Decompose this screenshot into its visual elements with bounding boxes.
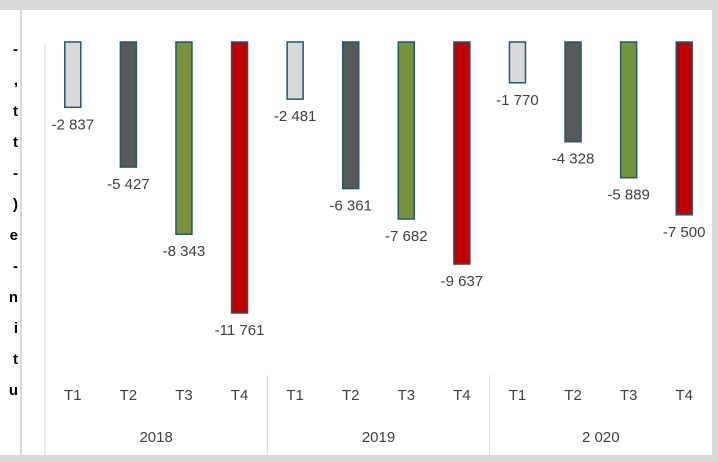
margin-fragment: e [10,227,18,244]
bar [453,41,471,265]
data-label: -5 427 [107,176,150,193]
data-label: -5 889 [607,187,650,204]
bar [397,41,416,220]
bar [175,41,193,235]
x-tick-label: T3 [175,387,193,404]
x-tick-label: T1 [509,387,527,404]
x-tick-label: T1 [64,387,82,404]
data-label: -7 500 [663,224,706,241]
data-label: -4 328 [552,151,595,168]
bar [675,41,693,216]
x-tick-label: T1 [286,387,304,404]
x-tick-label: T4 [675,387,693,404]
bar [119,41,138,168]
x-tick-label: T4 [453,387,471,404]
bar [286,41,304,100]
group-label: 2019 [362,429,395,446]
data-label: -11 761 [215,322,265,339]
margin-fragment: u [9,382,18,399]
data-label: -7 682 [385,228,428,245]
margin-fragment: - [13,41,18,58]
x-tick-label: T2 [564,387,582,404]
margin-fragment: t [13,134,18,151]
x-tick-label: T2 [120,387,138,404]
data-label: -9 637 [441,273,484,290]
bar [508,41,527,84]
data-label: -2 481 [274,108,317,125]
margin-fragment: i [14,320,18,337]
margin-fragment: , [14,72,18,89]
x-tick-label: T3 [398,387,416,404]
x-tick-label: T4 [231,387,249,404]
margin-fragment: - [13,258,18,275]
data-label: -6 361 [329,198,372,215]
margin-fragment: t [13,351,18,368]
data-label: -8 343 [163,243,206,260]
data-label: -1 770 [496,92,539,109]
x-tick-label: T2 [342,387,360,404]
bar [619,41,638,179]
group-label: 2018 [139,429,172,446]
margin-fragment: ) [13,196,18,213]
margin-fragment: n [9,289,18,306]
bar [564,41,582,143]
margin-fragment: t [13,103,18,120]
bar [64,41,82,109]
group-label: 2 020 [582,429,620,446]
margin-strip [0,10,20,455]
data-label: -2 837 [52,116,95,133]
bar [341,41,360,190]
margin-fragment: - [13,165,18,182]
bar [230,41,249,314]
x-tick-label: T3 [620,387,638,404]
